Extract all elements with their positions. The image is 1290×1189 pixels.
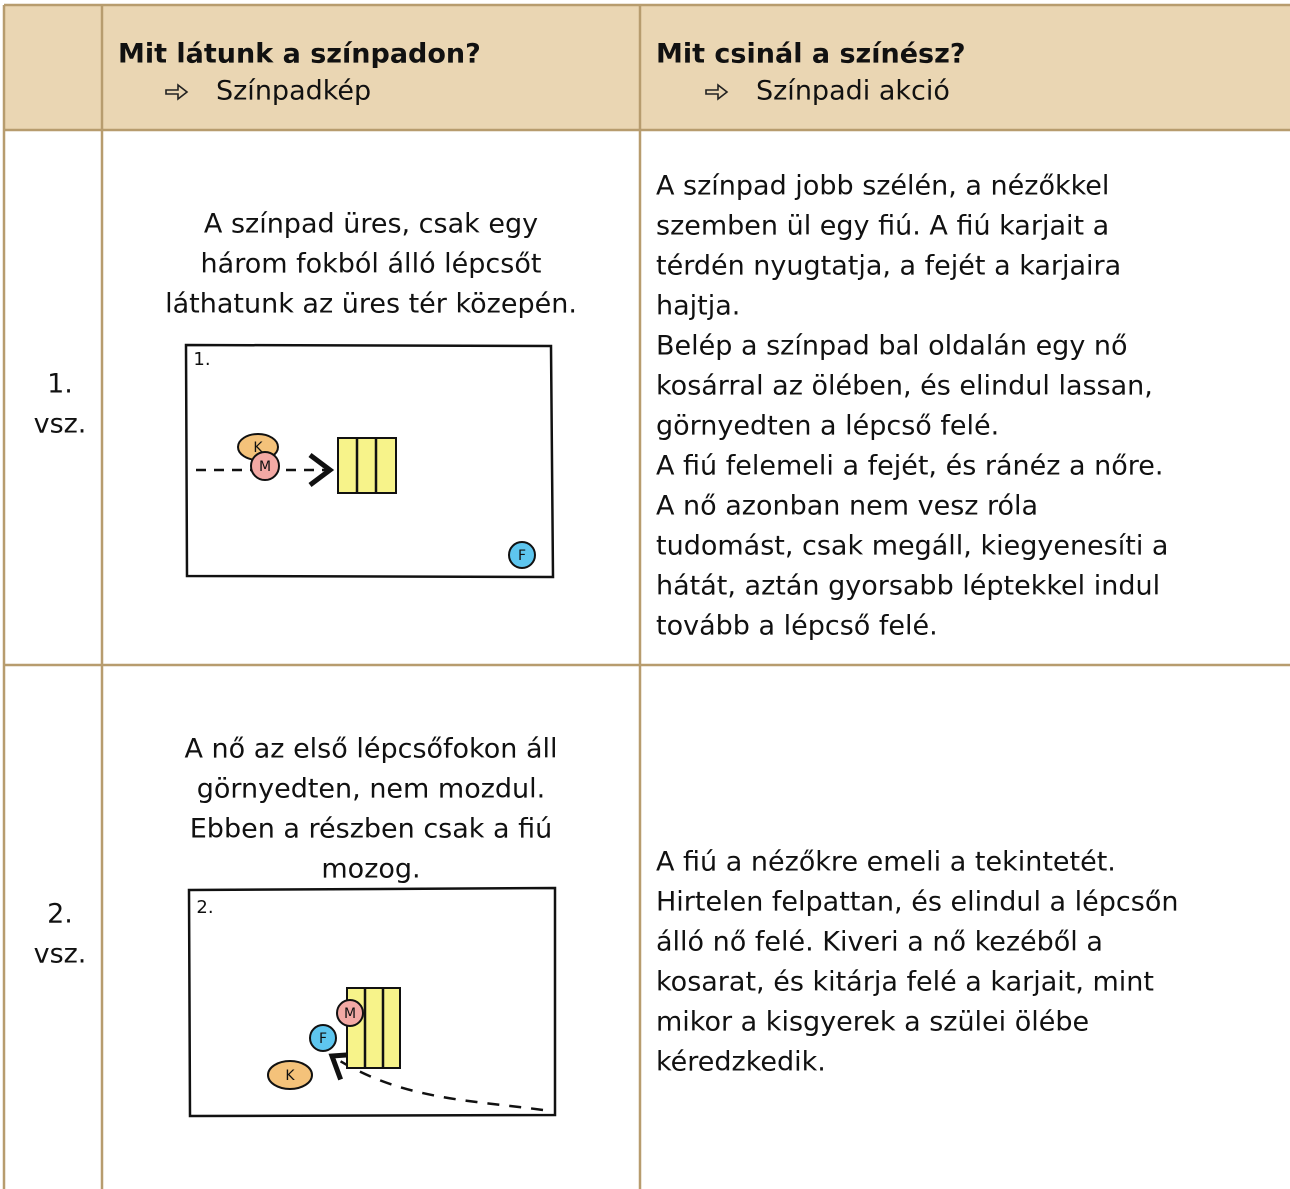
action-text: kosarat, és kitárja felé a karjait, mint: [656, 967, 1154, 998]
row-label: 2.: [47, 899, 73, 930]
column-subtitle: Színpadi akció: [756, 76, 950, 107]
sketch-label: M: [344, 1006, 356, 1022]
action-text: szemben ül egy fiú. A fiú karjait a: [656, 211, 1109, 242]
row-label: vsz.: [34, 939, 87, 970]
action-text: mikor a kisgyerek a szülei ölébe: [656, 1007, 1089, 1038]
sketch-2: [187, 886, 557, 1118]
sketch-label: K: [253, 440, 263, 456]
action-text: görnyedten a lépcső felé.: [656, 411, 999, 442]
scene-text: A színpad üres, csak egy: [204, 209, 538, 240]
sketch-label: F: [518, 548, 526, 564]
action-text: A fiú a nézőkre emeli a tekintetét.: [656, 847, 1116, 878]
action-text: tudomást, csak megáll, kiegyenesíti a: [656, 531, 1168, 562]
action-text: kosárral az ölében, és elindul lassan,: [656, 371, 1153, 402]
sketch-label: K: [285, 1068, 295, 1084]
scene-text: mozog.: [321, 854, 420, 885]
action-text: A nő azonban nem vesz róla: [656, 491, 1038, 522]
sketch-number: 1.: [193, 349, 210, 370]
sketch-number: 2.: [196, 897, 213, 918]
column-title: Mit csinál a színész?: [656, 39, 966, 70]
action-text: álló nő felé. Kiveri a nő kezéből a: [656, 927, 1103, 958]
column-subtitle: Színpadkép: [216, 76, 371, 107]
action-text: kéredzkedik.: [656, 1047, 826, 1078]
table-borders: [2, 3, 1290, 1189]
action-text: hátát, aztán gyorsabb léptekkel indul: [656, 571, 1160, 602]
scene-text: láthatunk az üres tér közepén.: [165, 289, 577, 320]
scene-text: Ebben a részben csak a fiú: [190, 814, 553, 845]
row-label: vsz.: [34, 409, 87, 440]
header-bg: [4, 5, 1290, 130]
scene-text: görnyedten, nem mozdul.: [197, 774, 546, 805]
action-text: Hirtelen felpattan, és elindul a lépcsőn: [656, 887, 1178, 918]
action-text: tovább a lépcső felé.: [656, 611, 938, 642]
row-label: 1.: [47, 369, 73, 400]
action-text: térdén nyugtatja, a fejét a karjaira: [656, 251, 1121, 282]
header-arrows: [165, 83, 729, 101]
action-text: A színpad jobb szélén, a nézőkkel: [656, 171, 1109, 202]
sketch-1: [184, 343, 555, 579]
action-text: A fiú felemeli a fejét, és ránéz a nőre.: [656, 451, 1163, 482]
scene-text: három fokból álló lépcsőt: [201, 249, 542, 280]
sketch-label: F: [319, 1031, 327, 1047]
column-title: Mit látunk a színpadon?: [118, 39, 481, 70]
sketch-label: M: [259, 459, 271, 475]
action-text: hajtja.: [656, 291, 740, 322]
scene-text: A nő az első lépcsőfokon áll: [185, 734, 558, 765]
action-text: Belép a színpad bal oldalán egy nő: [656, 331, 1128, 362]
